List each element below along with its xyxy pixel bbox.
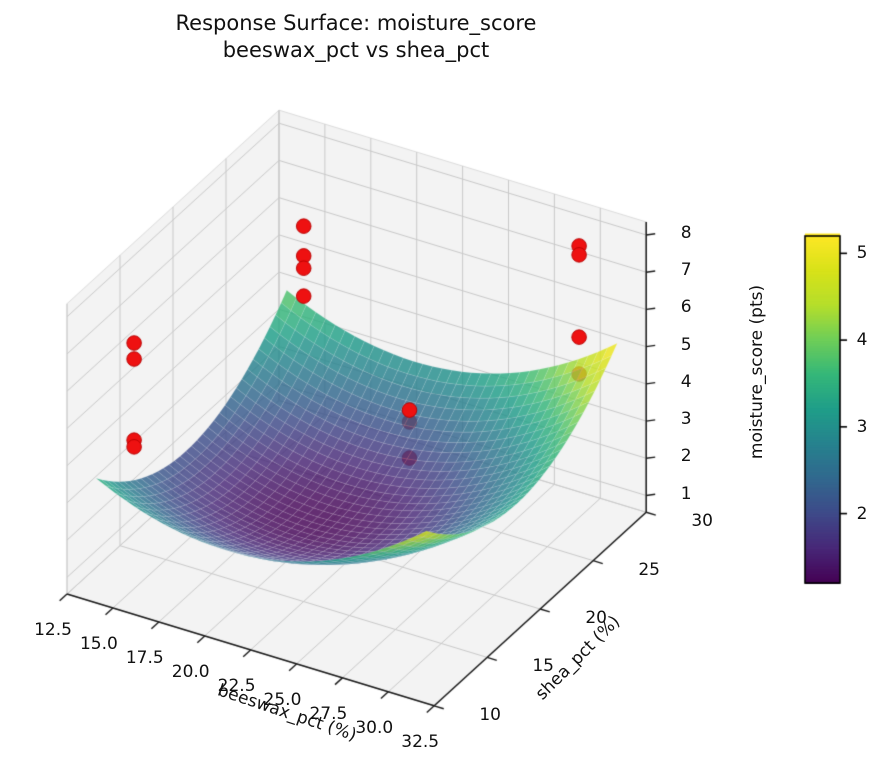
x-tick-label: 17.5 <box>125 648 164 668</box>
colorbar-tick-label: 3 <box>856 416 868 437</box>
z-tick-label: 5 <box>680 334 692 355</box>
y-tick-label: 25 <box>638 559 661 580</box>
z-tick-label: 7 <box>680 260 692 281</box>
z-tick-label: 4 <box>680 371 692 392</box>
x-tick-label: 27.5 <box>309 703 348 724</box>
y-tick-label: 10 <box>479 704 502 725</box>
x-tick-label: 25.0 <box>263 689 302 710</box>
x-tick-label: 30.0 <box>355 717 394 738</box>
x-tick-label: 12.5 <box>34 620 72 641</box>
z-tick-label: 6 <box>680 297 692 318</box>
y-tick-label: 15 <box>532 656 555 677</box>
colorbar-tick-label: 5 <box>856 243 868 264</box>
x-tick-label: 32.5 <box>401 731 440 752</box>
x-tick-label: 22.5 <box>217 675 256 696</box>
y-tick-label: 20 <box>585 608 608 629</box>
z-axis-label: moisture_score (pts) <box>747 284 767 460</box>
chart-title-line1: Response Surface: moisture_score <box>175 11 537 35</box>
colorbar-tick-label: 4 <box>856 330 868 351</box>
z-tick-label: 2 <box>680 446 692 467</box>
z-tick-label: 3 <box>680 409 692 430</box>
z-tick-label: 1 <box>680 483 692 504</box>
y-tick-label: 30 <box>691 511 714 532</box>
chart-title-line2: beeswax_pct vs shea_pct <box>222 38 490 62</box>
chart-title: Response Surface: moisture_score beeswax… <box>0 10 712 64</box>
colorbar-tick-label: 2 <box>856 503 868 524</box>
x-tick-label: 15.0 <box>79 634 118 655</box>
z-tick-label: 8 <box>680 222 692 243</box>
x-tick-label: 20.0 <box>171 661 210 682</box>
